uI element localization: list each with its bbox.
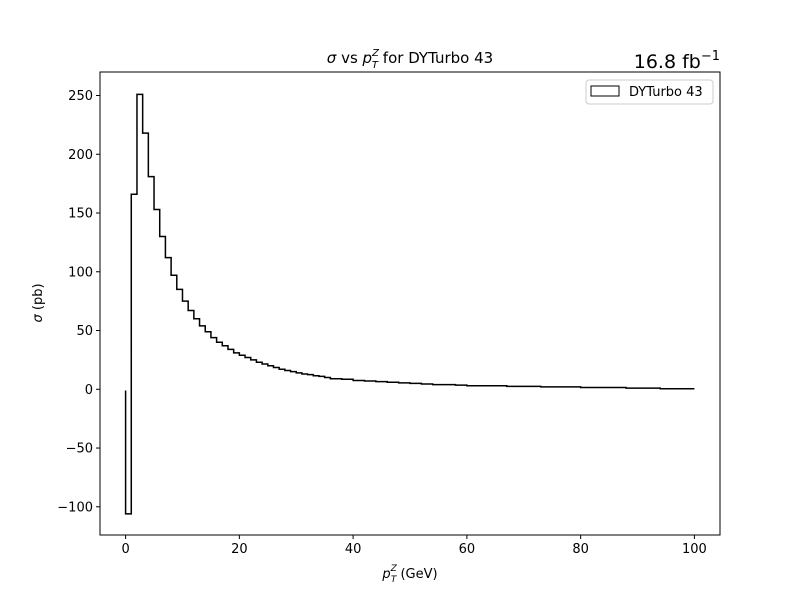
y-axis-ticks: −100 −50 0 50 100 150 200 250 [57,89,100,515]
y-tick-label: 150 [68,207,93,222]
x-tick-label: 20 [231,542,248,557]
series-dyturbo-43-step-line [124,93,695,515]
y-tick-label: 200 [68,148,93,163]
x-tick-label: 40 [345,542,362,557]
y-tick-label: 0 [85,383,93,398]
x-axis-label: pZ T (GeV) [381,564,437,585]
y-tick-label: 250 [68,89,93,104]
y-axis-label: σ (pb) [31,283,46,322]
y-tick-label: 100 [68,265,93,280]
x-tick-label: 80 [572,542,589,557]
legend: DYTurbo 43 [585,79,714,105]
luminosity-label: 16.8 fb−1 [634,49,720,73]
x-tick-label: 100 [682,542,707,557]
chart-title: σ vs pZ T for DYTurbo 43 [327,48,493,71]
x-tick-label: 0 [121,542,129,557]
legend-label: DYTurbo 43 [629,85,703,100]
y-tick-label: −100 [57,500,93,515]
legend-swatch [590,85,620,97]
x-tick-label: 60 [459,542,476,557]
y-tick-label: −50 [66,442,93,457]
x-axis-ticks: 0 20 40 60 80 100 [121,535,707,557]
y-tick-label: 50 [76,324,93,339]
plot-frame [99,71,721,536]
